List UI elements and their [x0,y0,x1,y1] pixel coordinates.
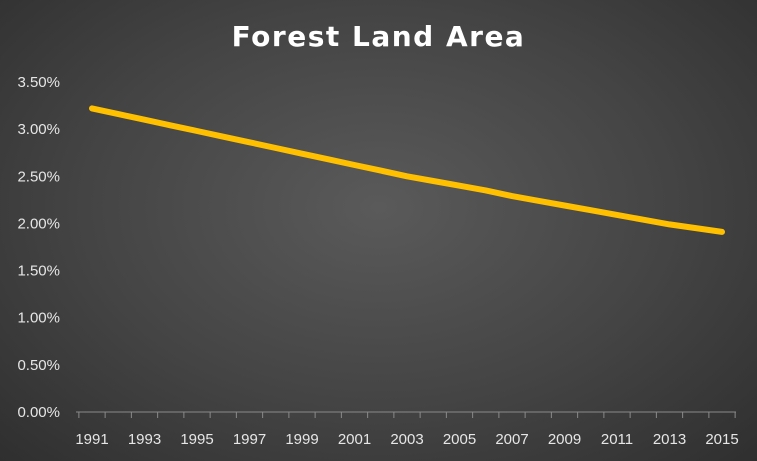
x-tick-label: 2013 [653,431,686,448]
data-point [300,151,304,156]
data-point [483,188,488,193]
y-tick-label: 2.50% [17,168,60,185]
data-point [457,183,462,188]
data-point [273,146,278,150]
data-point [116,112,121,117]
data-point [326,157,331,162]
data-point [562,203,567,208]
y-tick-label: 2.00% [17,215,60,232]
data-point [693,226,698,231]
data-point [352,162,357,167]
x-tick-label: 2015 [705,431,738,448]
data-point [588,208,593,213]
data-point [195,129,199,134]
data-point [142,117,147,122]
data-point [536,198,541,203]
x-tick-label: 1999 [285,431,318,448]
data-point [90,106,94,111]
data-point [378,168,383,173]
data-point [431,179,436,183]
x-tick-label: 2005 [443,431,476,448]
data-point [168,123,173,128]
x-tick-label: 1995 [180,431,213,448]
y-tick-label: 1.50% [17,263,60,280]
x-tick-label: 2001 [338,431,371,448]
data-point [247,140,252,145]
x-tick-label: 1997 [233,431,266,448]
series-line [89,105,725,235]
y-tick-label: 0.00% [17,404,60,421]
data-point [667,222,672,227]
y-tick-label: 3.50% [17,74,60,91]
x-tick-label: 2011 [601,431,633,448]
y-tick-label: 1.00% [17,310,60,327]
x-tick-label: 1991 [75,431,108,448]
x-tick-label: 2007 [495,431,528,448]
y-tick-label: 3.00% [17,121,60,138]
y-tick-label: 0.50% [17,357,60,374]
x-tick-label: 2003 [390,431,423,448]
data-point [405,174,409,179]
data-point [615,212,619,217]
data-point [720,229,724,234]
data-point [641,217,646,222]
x-tick-label: 2009 [548,431,581,448]
data-point [221,134,226,139]
chart-title: Forest Land Area [231,20,526,53]
data-point [510,194,514,199]
x-tick-label: 1993 [128,431,161,448]
